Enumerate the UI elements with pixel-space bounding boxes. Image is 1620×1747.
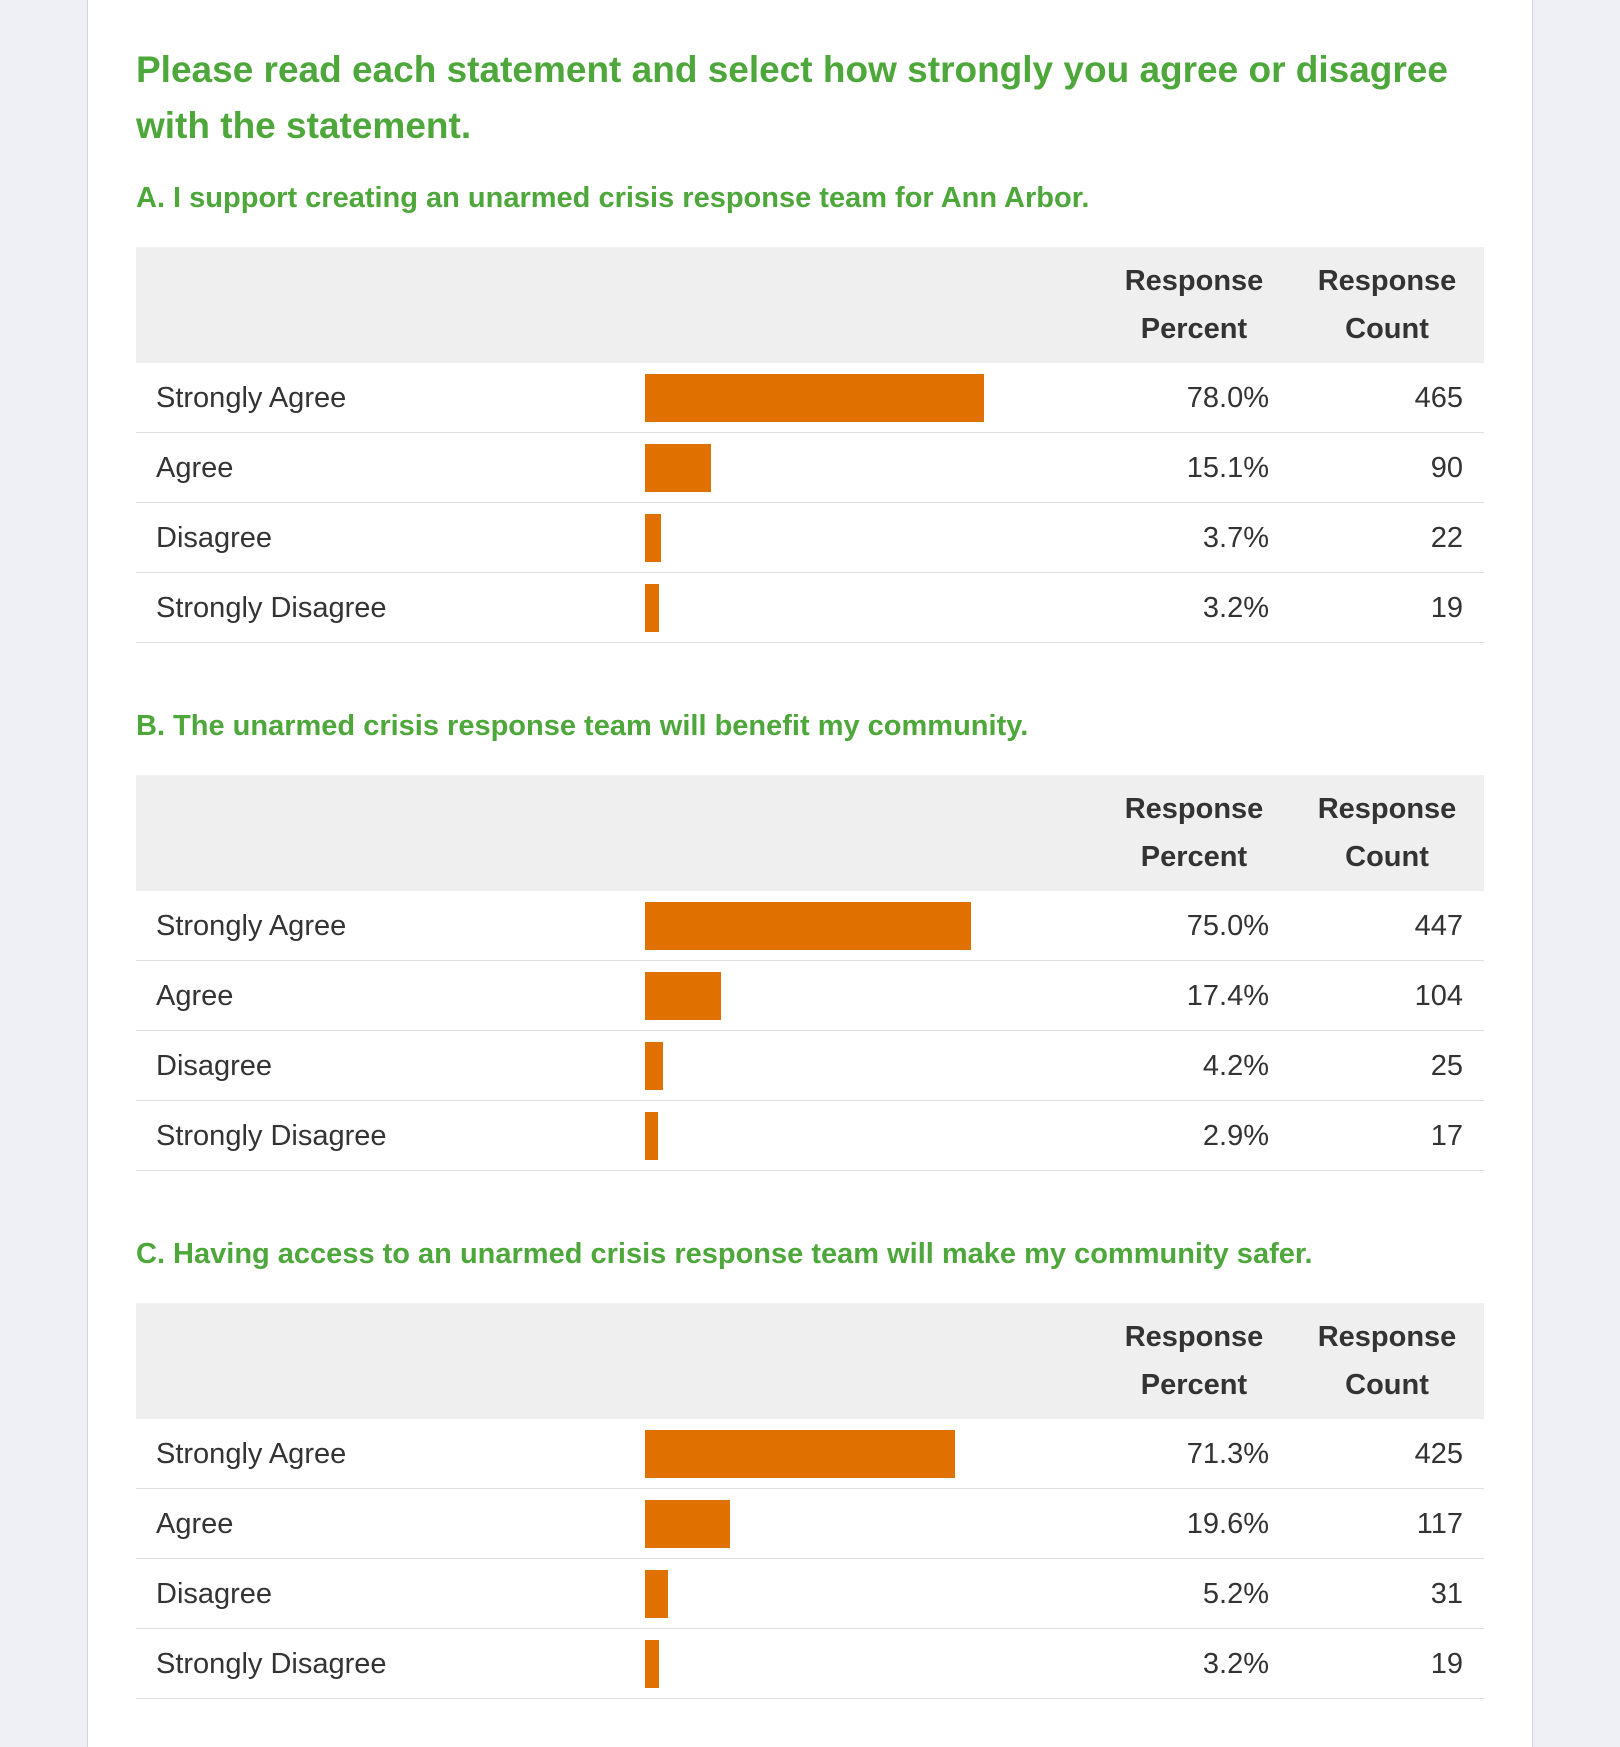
column-header: Response Count [1317,1321,1457,1401]
table-row [136,1101,1484,1171]
response-percent: 5.2% [1202,1578,1269,1610]
table-row [136,503,1484,573]
response-percent: 2.9% [1202,1120,1269,1152]
response-count: 19 [1430,592,1463,624]
table-header [136,1303,1484,1419]
section-heading: C. Having access to an unarmed crisis re… [136,1238,1313,1270]
table-row [136,363,1484,433]
row-label: Strongly Disagree [156,592,387,624]
table-row [136,961,1484,1031]
response-percent: 4.2% [1202,1050,1269,1082]
table-row [136,1489,1484,1559]
response-percent: 19.6% [1186,1508,1269,1540]
bar [645,1570,668,1618]
row-label: Agree [156,452,234,484]
response-count: 22 [1430,522,1463,554]
row-label: Strongly Agree [156,910,347,942]
bar [645,972,721,1020]
column-header: Response Count [1317,265,1457,345]
table-row [136,573,1484,643]
row-label: Disagree [156,1050,273,1082]
row-label: Disagree [156,1578,273,1610]
bar [645,902,972,950]
column-header: Response Percent [1124,1321,1264,1401]
bar [645,374,985,422]
table-header [136,775,1484,891]
bar [645,1042,664,1090]
section-heading: B. The unarmed crisis response team will… [136,710,1029,742]
row-label: Strongly Disagree [156,1648,387,1680]
bar [645,444,711,492]
response-count: 104 [1414,980,1463,1012]
section-heading: A. I support creating an unarmed crisis … [136,182,1090,214]
bar [645,1500,731,1548]
bar [645,584,659,632]
column-header: Response Count [1317,793,1457,873]
response-percent: 15.1% [1186,452,1269,484]
bar [645,1640,659,1688]
table-row [136,1031,1484,1101]
column-header: Response Percent [1124,793,1264,873]
row-label: Agree [156,980,234,1012]
response-count: 447 [1414,910,1463,942]
bar [645,1112,658,1160]
bar [645,1430,956,1478]
response-count: 90 [1430,452,1463,484]
row-label: Strongly Agree [156,1438,347,1470]
row-label: Strongly Agree [156,382,347,414]
response-count: 19 [1430,1648,1463,1680]
response-count: 117 [1416,1508,1463,1540]
response-count: 425 [1414,1438,1463,1470]
table-row [136,1419,1484,1489]
table-row [136,433,1484,503]
table-row [136,891,1484,961]
response-count: 465 [1414,382,1463,414]
response-count: 17 [1430,1120,1463,1152]
response-percent: 3.2% [1202,592,1269,624]
response-percent: 71.3% [1186,1438,1269,1470]
page-title: Please read each statement and select ho… [136,49,1448,146]
table-row [136,1559,1484,1629]
table-header [136,247,1484,363]
response-count: 25 [1430,1050,1463,1082]
response-percent: 3.7% [1202,522,1269,554]
response-percent: 78.0% [1186,382,1269,414]
response-percent: 17.4% [1186,980,1269,1012]
response-percent: 3.2% [1202,1648,1269,1680]
response-percent: 75.0% [1186,910,1269,942]
row-label: Agree [156,1508,234,1540]
response-count: 31 [1430,1578,1463,1610]
row-label: Disagree [156,522,273,554]
row-label: Strongly Disagree [156,1120,387,1152]
table-row [136,1629,1484,1699]
column-header: Response Percent [1124,265,1264,345]
bar [645,514,662,562]
